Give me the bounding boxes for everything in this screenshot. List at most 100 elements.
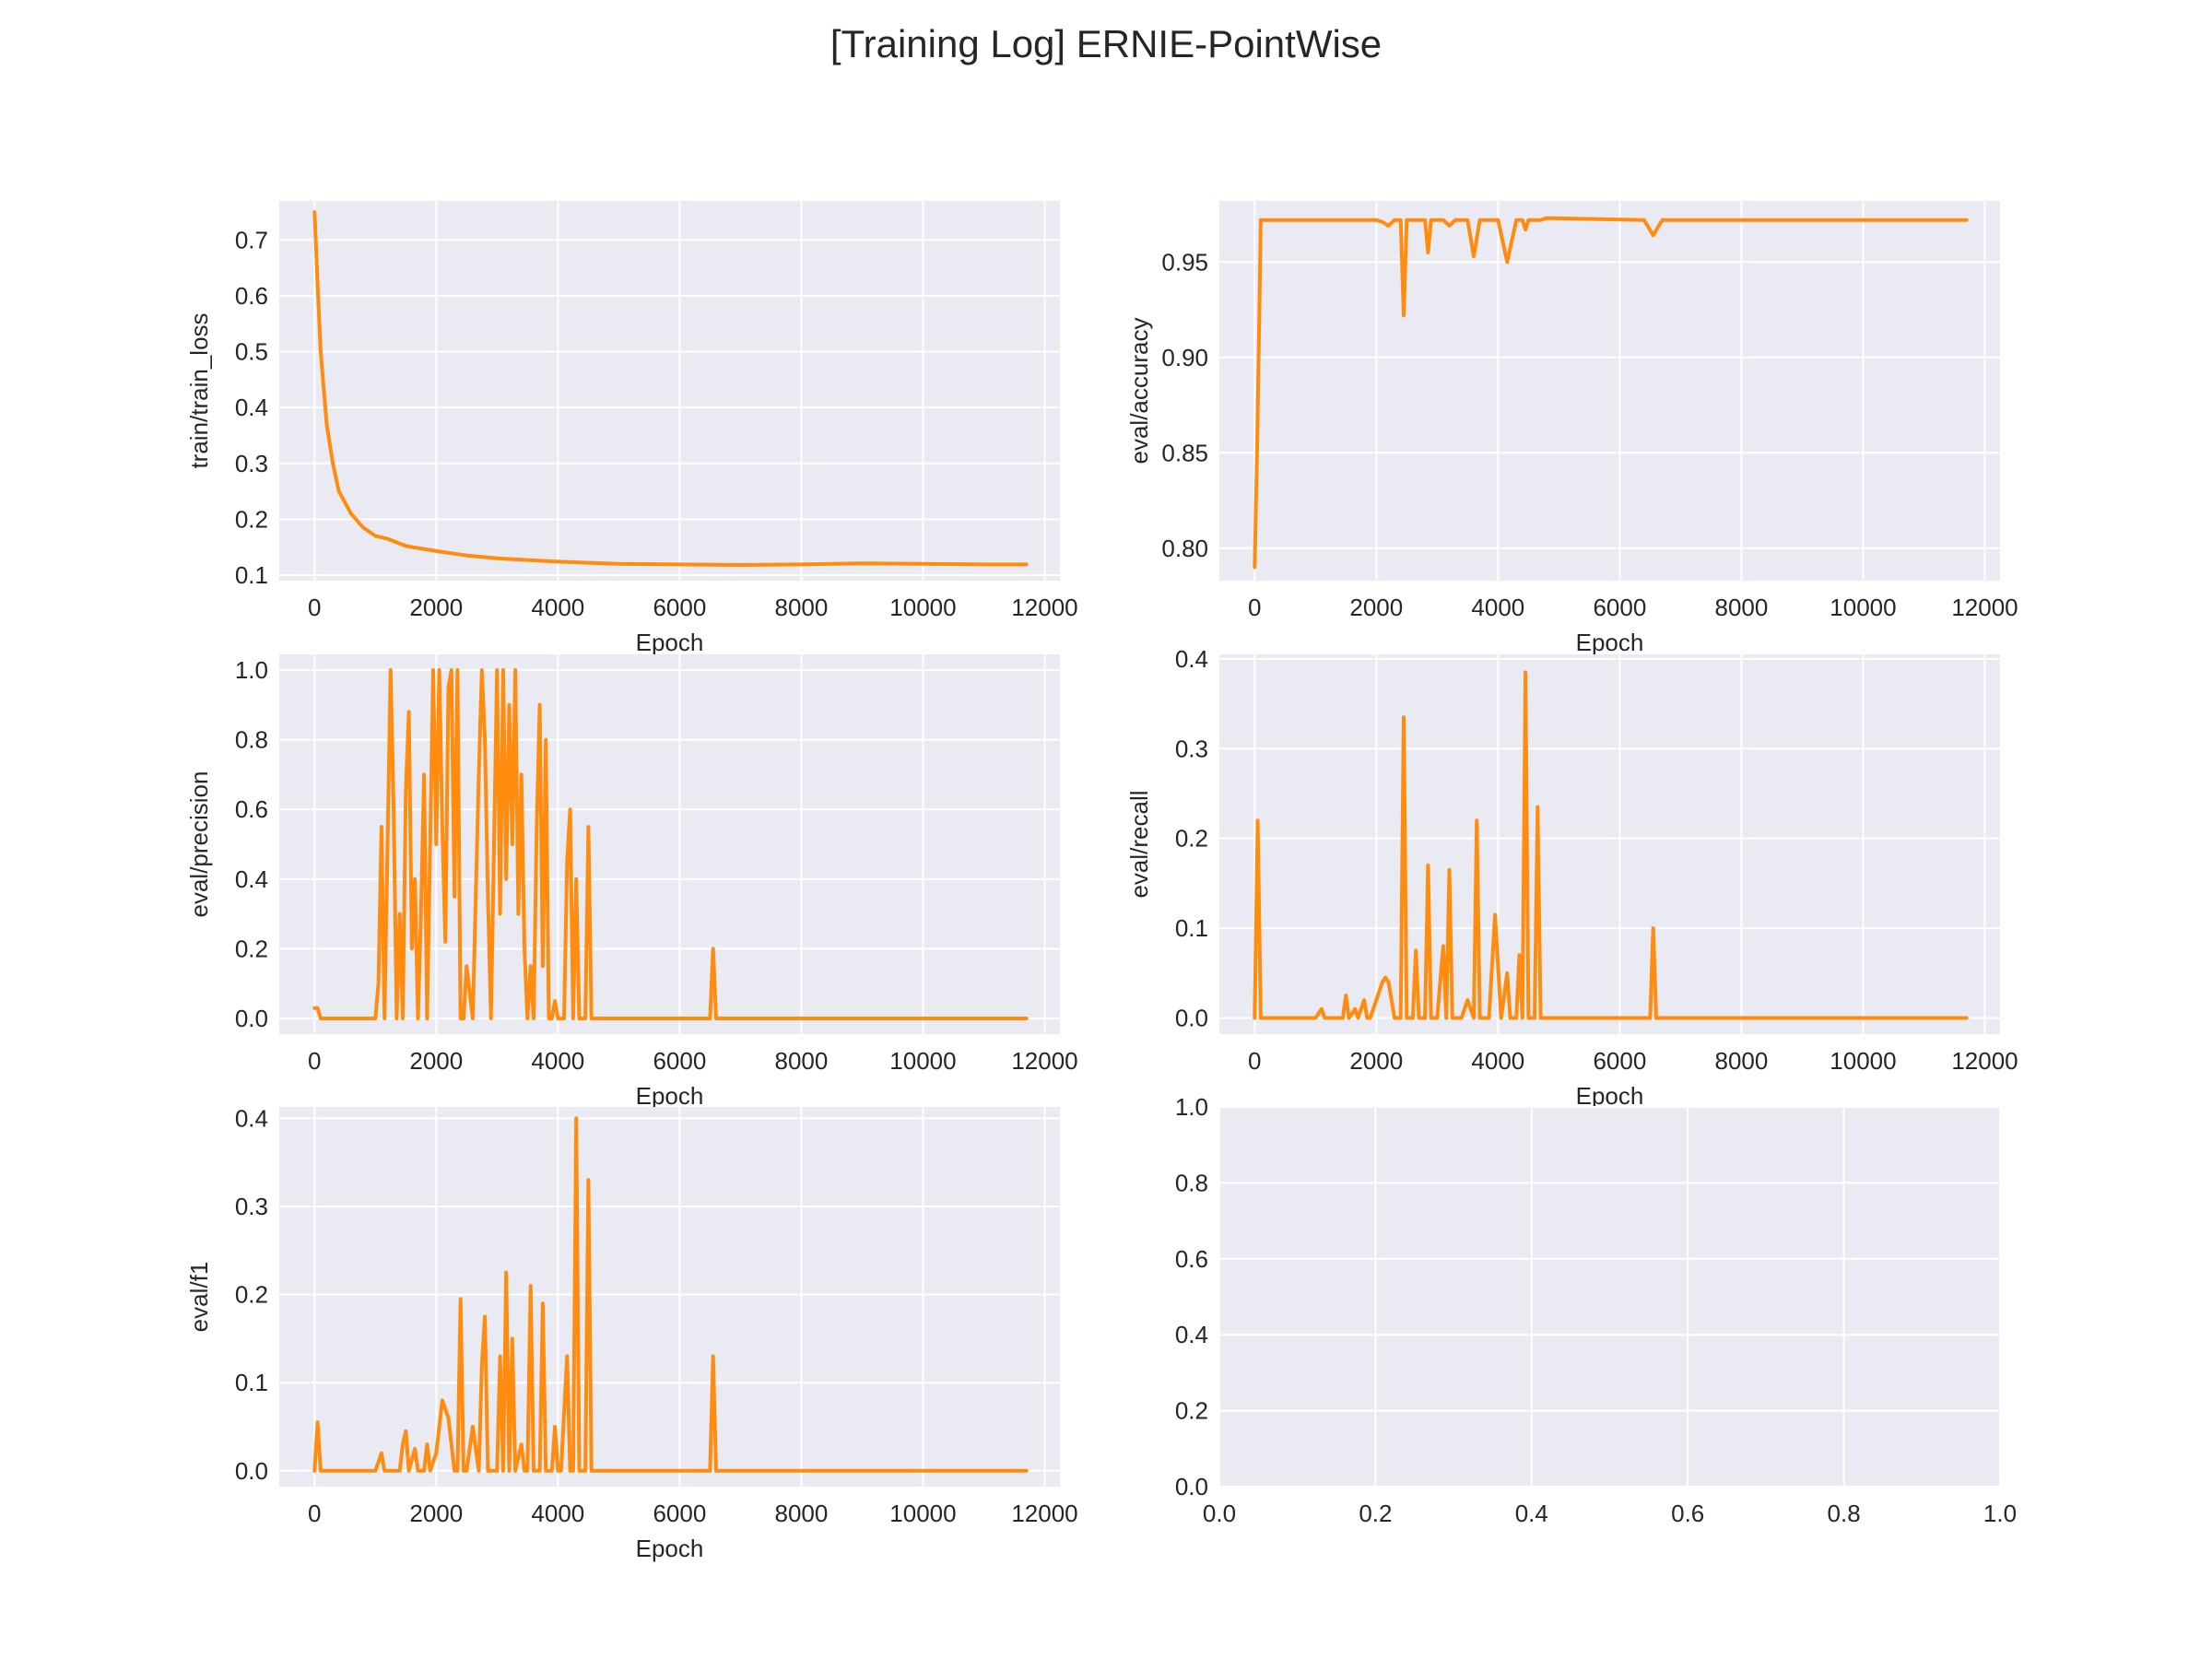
series-line-1: [312, 210, 1029, 567]
y-tick-label: 0.0: [1175, 1473, 1208, 1500]
x-tick-label: 4000: [531, 594, 584, 621]
y-tick-label: 0.4: [235, 394, 268, 421]
x-tick-label: 10000: [889, 1047, 956, 1075]
x-tick-label: 8000: [775, 1047, 829, 1075]
y-tick-label: 0.2: [1175, 1397, 1208, 1425]
y-tick-label: 0.3: [235, 450, 268, 477]
subplot-1: 0 2000 4000 6000 8000 10000 12000 0.1 0.2 0.3 0.4 0…: [185, 201, 1078, 656]
subplot-5: 0 2000 4000 6000 8000 10000 12000 0.0 0.1 0.2 0.3 0…: [185, 1104, 1078, 1562]
figure-title: [Training Log] ERNIE-PointWise: [830, 22, 1382, 65]
plot-area: [1219, 654, 2000, 1034]
y-tick-label: 0.90: [1161, 344, 1208, 371]
y-tick-label: 0.2: [235, 505, 268, 533]
y-tick-label: 0.1: [235, 561, 268, 589]
x-tick-label: 10000: [889, 1500, 956, 1527]
y-tick-label: 0.6: [1175, 1245, 1208, 1273]
x-tick-label: 8000: [1715, 1047, 1769, 1075]
y-tick-label: 0.8: [1175, 1169, 1208, 1196]
y-tick-label: 0.2: [235, 935, 268, 962]
y-tick-label: 0.95: [1161, 248, 1208, 276]
x-tick-label: 10000: [889, 594, 956, 621]
x-tick-label: 6000: [1593, 594, 1646, 621]
subplot-2: 0 2000 4000 6000 8000 10000 12000 0.80 0.85 0.90 0…: [1125, 201, 2018, 656]
series-line-1: [312, 1116, 1029, 1473]
x-tick-label: 0.8: [1828, 1500, 1861, 1527]
x-tick-label: 6000: [1593, 1047, 1646, 1075]
y-axis-label: eval/accuracy: [1125, 318, 1153, 465]
plot-area: [1219, 1107, 2000, 1487]
y-tick-label: 0.4: [235, 1104, 268, 1132]
x-tick-label: 4000: [531, 1047, 584, 1075]
y-tick-label: 0.1: [1175, 914, 1208, 942]
x-axis-label: Epoch: [636, 1535, 704, 1562]
y-tick-label: 0.2: [1175, 825, 1208, 853]
y-tick-label: 1.0: [1175, 1093, 1208, 1121]
y-axis-label: train/train_loss: [185, 312, 213, 468]
y-tick-label: 0.0: [235, 1005, 268, 1032]
x-tick-label: 2000: [1349, 1047, 1403, 1075]
x-tick-label: 12000: [1011, 1047, 1077, 1075]
x-tick-label: 0.0: [1203, 1500, 1236, 1527]
x-tick-label: 10000: [1830, 594, 1896, 621]
series-line-1: [312, 668, 1029, 1020]
y-axis-label: eval/precision: [185, 771, 213, 918]
subplot-3: 0 2000 4000 6000 8000 10000 12000 0.0 0.2 0.4 0.6 0…: [185, 654, 1078, 1110]
subplot-6: 0.0 0.2 0.4 0.6 0.8 1.0 0.0 0.2 0.4 0.6 0.8 1.0: [1175, 1093, 2017, 1527]
x-axis-label: Epoch: [1576, 1082, 1644, 1110]
x-tick-label: 2000: [409, 594, 463, 621]
y-tick-label: 0.1: [235, 1369, 268, 1396]
x-tick-label: 0: [308, 594, 321, 621]
x-tick-label: 8000: [775, 594, 829, 621]
x-tick-label: 12000: [1951, 594, 2018, 621]
x-tick-label: 8000: [1715, 594, 1769, 621]
x-axis-label: Epoch: [636, 629, 704, 656]
x-tick-label: 0: [1248, 594, 1261, 621]
x-tick-label: 2000: [409, 1500, 463, 1527]
series-line-1: [1253, 216, 1969, 570]
x-axis-label: Epoch: [1576, 629, 1644, 656]
subplot-4: 0 2000 4000 6000 8000 10000 12000 0.0 0.1 0.2 0.3 0…: [1125, 645, 2018, 1110]
plot-area: [1219, 201, 2000, 581]
y-tick-label: 0.85: [1161, 439, 1208, 466]
y-tick-label: 0.6: [235, 282, 268, 310]
x-tick-label: 1.0: [1983, 1500, 2017, 1527]
y-tick-label: 1.0: [235, 656, 268, 684]
y-tick-label: 0.80: [1161, 535, 1208, 562]
x-tick-label: 8000: [775, 1500, 829, 1527]
x-tick-label: 4000: [531, 1500, 584, 1527]
y-tick-label: 0.4: [1175, 1321, 1208, 1348]
y-axis-label: eval/f1: [185, 1262, 213, 1333]
x-tick-label: 0.4: [1515, 1500, 1548, 1527]
y-tick-label: 0.4: [235, 865, 268, 893]
y-tick-label: 0.6: [235, 795, 268, 823]
x-tick-label: 12000: [1951, 1047, 2018, 1075]
y-tick-label: 0.5: [235, 338, 268, 366]
y-tick-label: 0.4: [1175, 645, 1208, 673]
x-tick-label: 4000: [1471, 594, 1524, 621]
x-tick-label: 2000: [409, 1047, 463, 1075]
y-axis-label: eval/recall: [1125, 790, 1153, 898]
x-tick-label: 0: [1248, 1047, 1261, 1075]
plot-area: [279, 1107, 1060, 1487]
series-line-1: [1253, 670, 1969, 1020]
x-tick-label: 12000: [1011, 594, 1077, 621]
y-tick-label: 0.7: [235, 226, 268, 253]
x-axis-label: Epoch: [636, 1082, 704, 1110]
x-tick-label: 10000: [1830, 1047, 1896, 1075]
y-tick-label: 0.0: [235, 1457, 268, 1485]
x-tick-label: 0.6: [1671, 1500, 1704, 1527]
x-tick-label: 6000: [653, 594, 706, 621]
y-tick-label: 0.3: [235, 1193, 268, 1220]
x-tick-label: 2000: [1349, 594, 1403, 621]
y-tick-label: 0.2: [235, 1281, 268, 1309]
y-tick-label: 0.8: [235, 726, 268, 754]
y-tick-label: 0.3: [1175, 735, 1208, 762]
plot-area: [279, 201, 1060, 581]
x-tick-label: 0: [308, 1047, 321, 1075]
x-tick-label: 0: [308, 1500, 321, 1527]
x-tick-label: 0.2: [1359, 1500, 1392, 1527]
x-tick-label: 6000: [653, 1047, 706, 1075]
x-tick-label: 6000: [653, 1500, 706, 1527]
